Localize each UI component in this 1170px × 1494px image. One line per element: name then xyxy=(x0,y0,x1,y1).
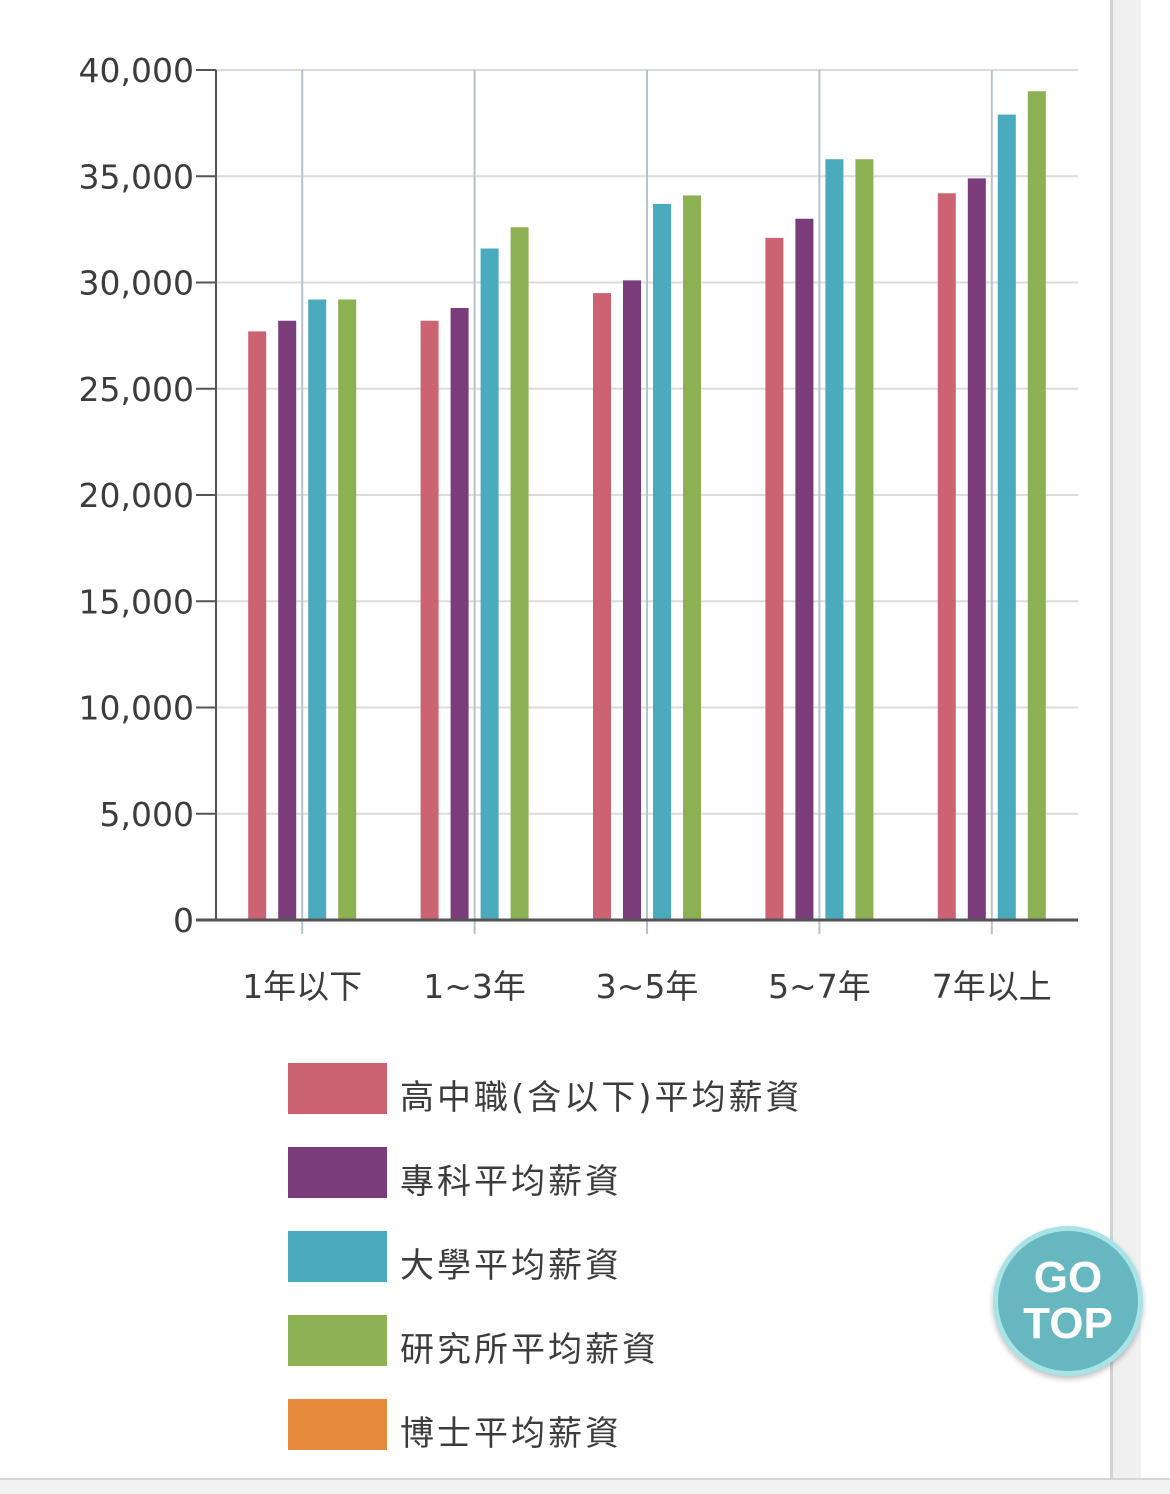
y-tick-label: 0 xyxy=(173,901,194,940)
x-tick-label: 7年以上 xyxy=(932,967,1052,1006)
x-tick-label: 1~3年 xyxy=(423,967,526,1006)
y-tick-label: 40,000 xyxy=(79,51,194,90)
bar xyxy=(997,114,1016,920)
chart-svg: 0 5,000 10,000 15,000 20,000 25,000 30,000 35,0… xyxy=(79,51,1078,1006)
bar xyxy=(308,299,327,920)
legend-swatch xyxy=(288,1399,387,1450)
go-top-button[interactable]: GO TOP xyxy=(993,1226,1143,1376)
legend-item[interactable]: 大學平均薪資 xyxy=(288,1230,988,1286)
legend-swatch xyxy=(288,1315,387,1366)
legend-swatch xyxy=(288,1147,387,1198)
y-tick-label: 15,000 xyxy=(79,582,194,621)
bar xyxy=(480,248,499,920)
legend-item[interactable]: 高中職(含以下)平均薪資 xyxy=(288,1062,988,1118)
bar xyxy=(765,237,784,920)
bar xyxy=(937,193,956,920)
legend-item[interactable]: 博士平均薪資 xyxy=(288,1398,988,1454)
y-tick-label: 10,000 xyxy=(79,689,194,728)
bar xyxy=(967,178,986,920)
legend-label: 研究所平均薪資 xyxy=(400,1330,659,1370)
legend-label: 高中職(含以下)平均薪資 xyxy=(400,1078,803,1118)
legend-label: 大學平均薪資 xyxy=(400,1246,622,1286)
legend-label: 博士平均薪資 xyxy=(400,1414,622,1454)
bar xyxy=(338,299,357,920)
salary-bar-chart: 0 5,000 10,000 15,000 20,000 25,000 30,000 35,0… xyxy=(79,51,1078,1006)
legend-swatch xyxy=(288,1231,387,1282)
x-tick-label: 5~7年 xyxy=(768,967,871,1006)
y-tick-label: 35,000 xyxy=(79,157,194,196)
y-tick-label: 25,000 xyxy=(79,370,194,409)
bar xyxy=(278,320,297,920)
y-tick-label: 5,000 xyxy=(100,795,194,834)
chart-legend: 高中職(含以下)平均薪資 專科平均薪資 大學平均薪資 研究所平均薪資 博士平均薪資 xyxy=(288,1062,988,1482)
bar xyxy=(420,320,439,920)
bar xyxy=(450,308,469,920)
bar xyxy=(653,203,671,920)
legend-label: 專科平均薪資 xyxy=(400,1162,622,1202)
x-tick-label: 3~5年 xyxy=(596,967,699,1006)
legend-item[interactable]: 專科平均薪資 xyxy=(288,1146,988,1202)
vertical-scrollbar[interactable] xyxy=(1110,0,1141,1478)
legend-swatch xyxy=(288,1063,387,1114)
y-tick-label: 20,000 xyxy=(79,476,194,515)
bar xyxy=(510,227,529,920)
bar xyxy=(795,218,814,920)
y-tick-label: 30,000 xyxy=(79,264,194,303)
bar xyxy=(593,293,611,920)
bar xyxy=(683,195,701,920)
bar xyxy=(623,280,641,920)
go-top-label-line1: GO xyxy=(1033,1253,1103,1302)
x-tick-label: 1年以下 xyxy=(242,967,362,1006)
legend-item[interactable]: 研究所平均薪資 xyxy=(288,1314,988,1370)
bottom-edge xyxy=(0,1478,1170,1494)
bar xyxy=(1027,91,1046,920)
bar xyxy=(855,159,874,920)
bar xyxy=(825,159,844,920)
go-top-label-line2: TOP xyxy=(1023,1299,1113,1348)
bar xyxy=(248,331,267,920)
